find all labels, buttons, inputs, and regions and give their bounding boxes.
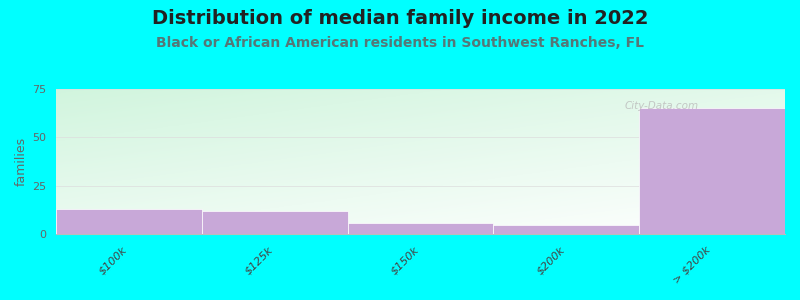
Text: Distribution of median family income in 2022: Distribution of median family income in …	[152, 9, 648, 28]
Bar	[202, 211, 348, 234]
Text: Black or African American residents in Southwest Ranches, FL: Black or African American residents in S…	[156, 36, 644, 50]
Text: City-Data.com: City-Data.com	[625, 100, 698, 111]
Bar	[56, 209, 202, 234]
Bar	[639, 108, 785, 234]
Y-axis label: families: families	[15, 137, 28, 186]
Bar	[494, 225, 639, 234]
Bar	[348, 223, 494, 234]
